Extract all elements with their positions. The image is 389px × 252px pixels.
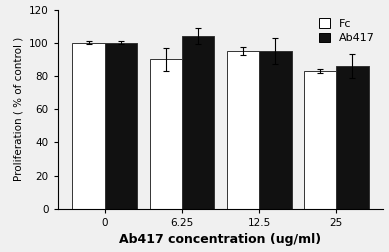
Bar [150,59,182,209]
Y-axis label: Proliferation ( % of control ): Proliferation ( % of control ) [13,37,23,181]
Bar [72,43,105,209]
Bar [227,51,259,209]
Bar [182,36,214,209]
Bar [259,51,291,209]
Bar [304,71,336,209]
Bar [336,66,369,209]
Bar [105,43,137,209]
X-axis label: Ab417 concentration (ug/ml): Ab417 concentration (ug/ml) [119,233,322,246]
Legend: Fc, Ab417: Fc, Ab417 [315,15,378,47]
